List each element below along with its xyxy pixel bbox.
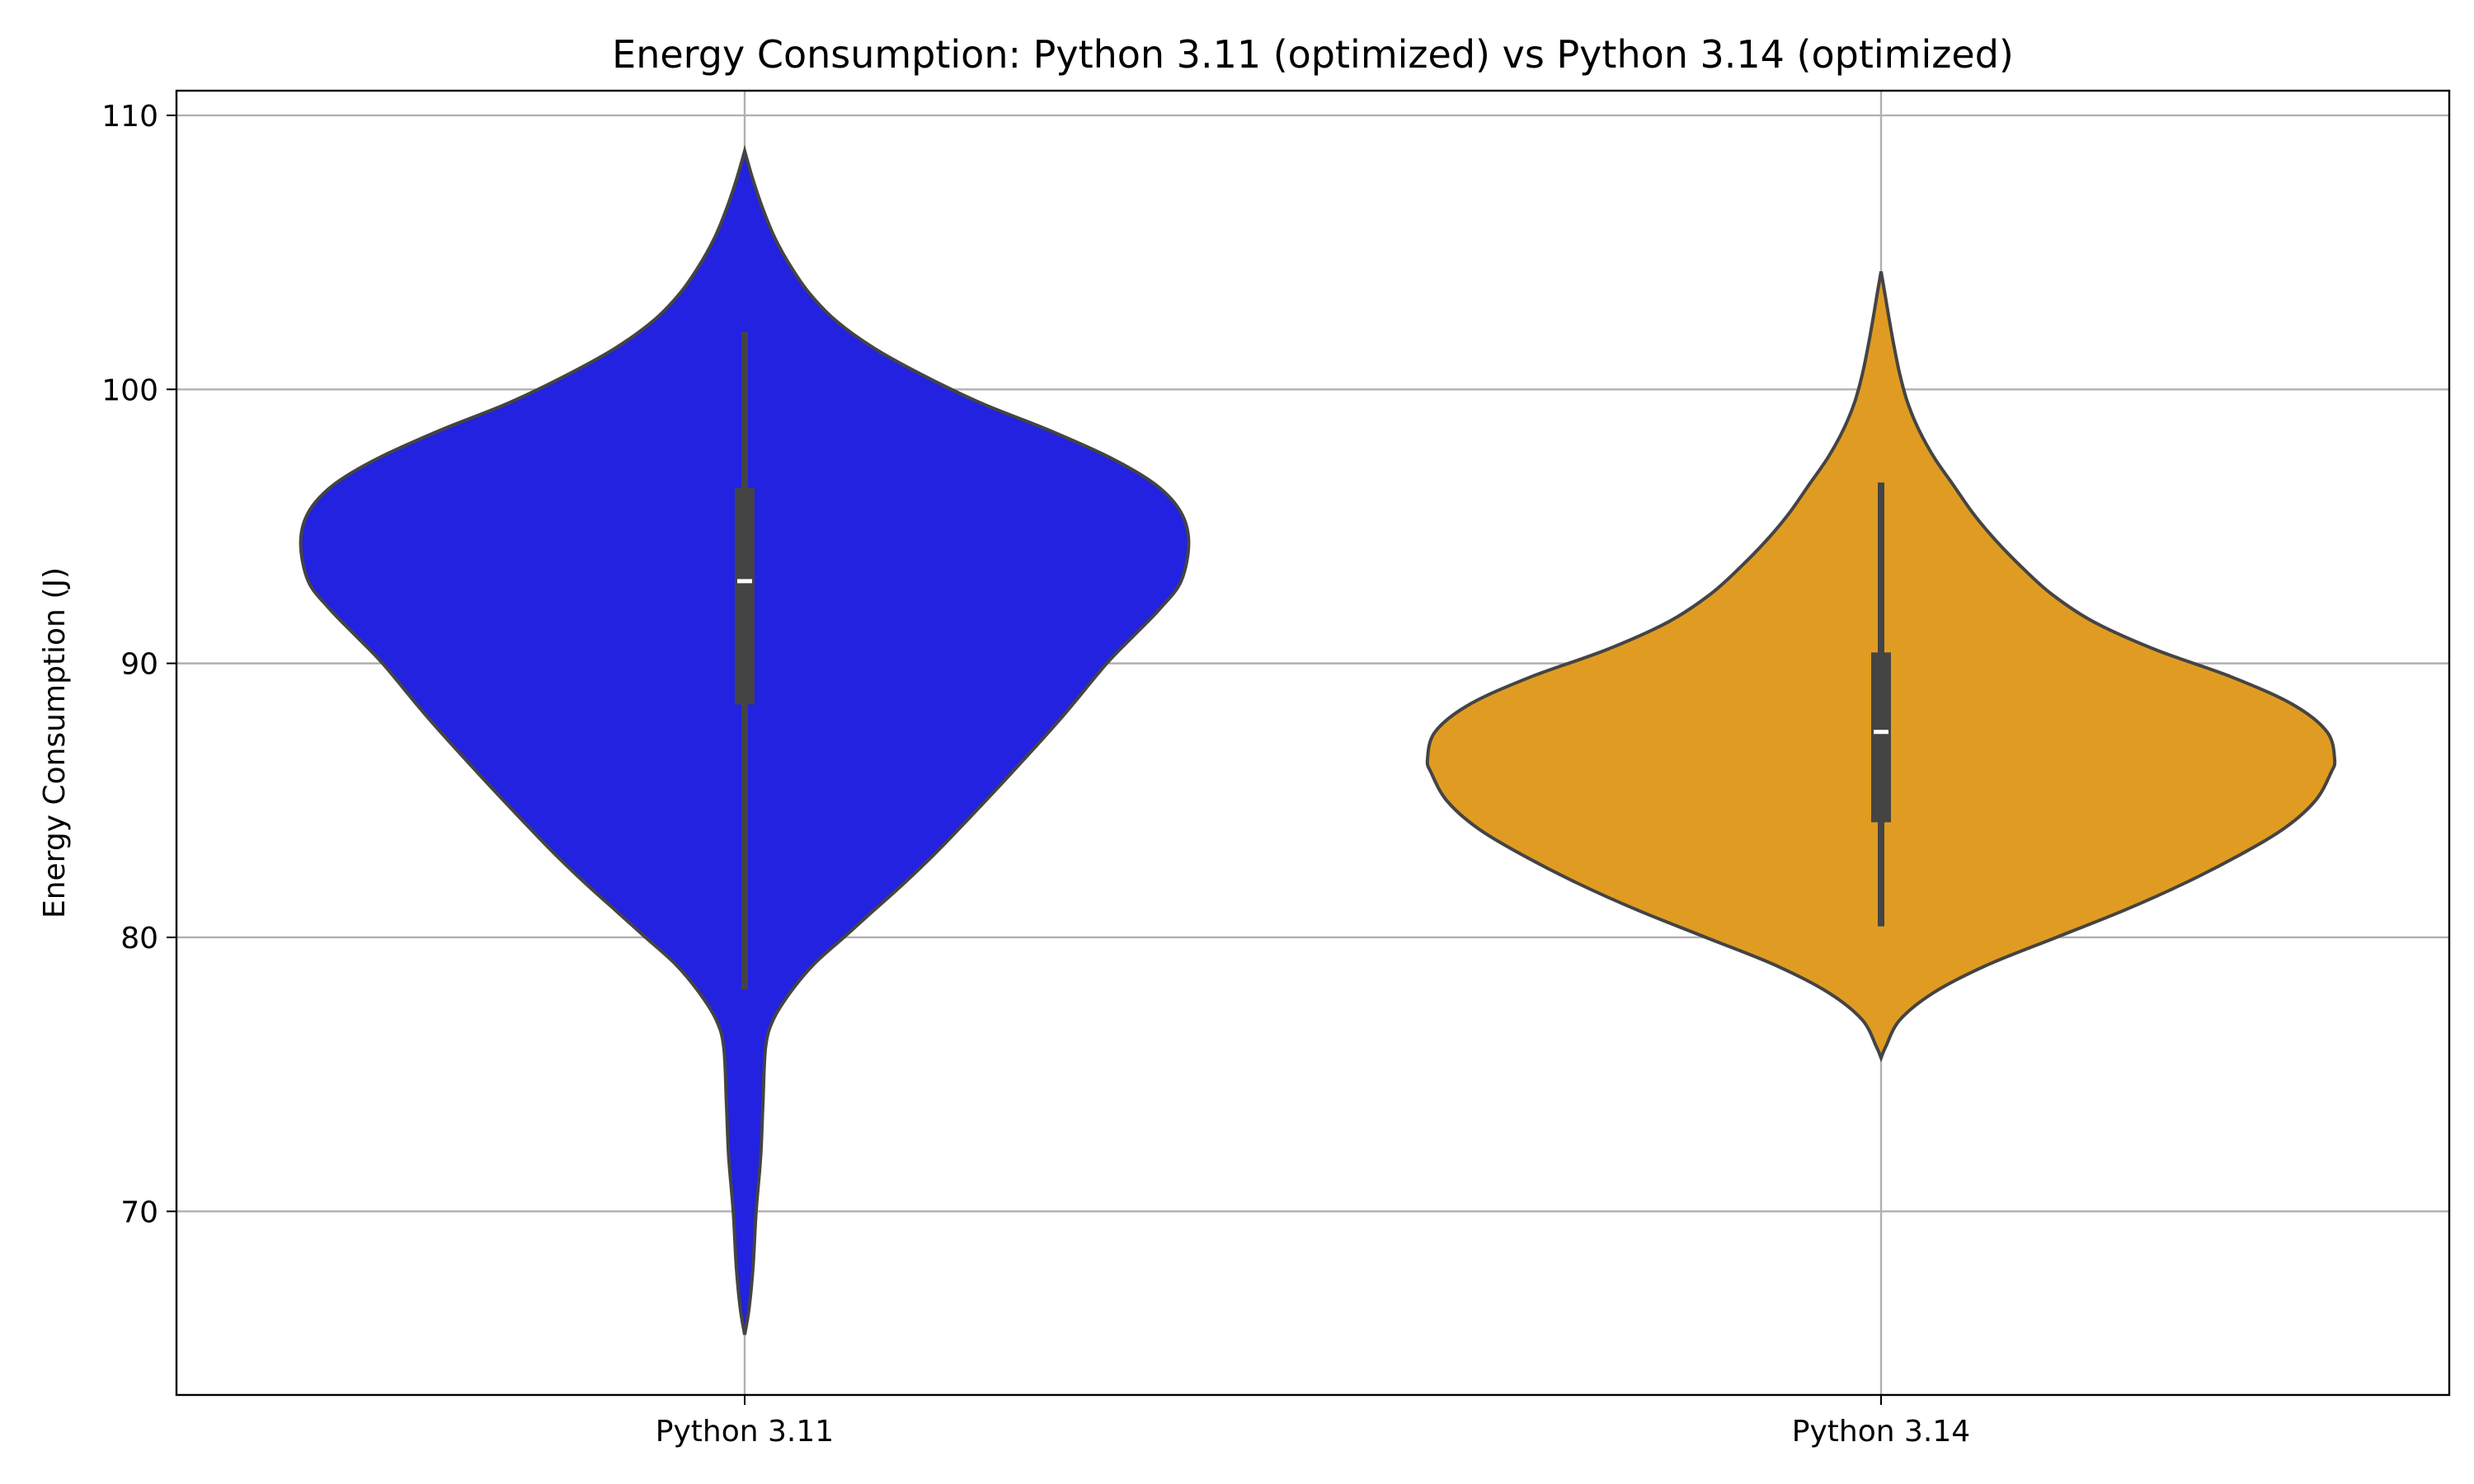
- y-tick-label: 70: [120, 1195, 158, 1229]
- y-tick-label: 90: [120, 648, 158, 682]
- y-tick-label: 110: [101, 100, 158, 134]
- violin-layer: [299, 144, 2337, 1336]
- y-axis-label: Energy Consumption (J): [38, 567, 72, 918]
- y-tick-label: 80: [120, 922, 158, 956]
- x-tick-label: Python 3.11: [656, 1415, 834, 1449]
- chart-title: Energy Consumption: Python 3.11 (optimiz…: [612, 32, 2014, 77]
- x-tick-label: Python 3.14: [1792, 1415, 1970, 1449]
- axes-frame: [175, 89, 2451, 1397]
- tick-layer: 70 80 90 100 110 Python 3.11 Python 3.14: [101, 100, 1970, 1449]
- y-tick-label: 100: [101, 373, 158, 407]
